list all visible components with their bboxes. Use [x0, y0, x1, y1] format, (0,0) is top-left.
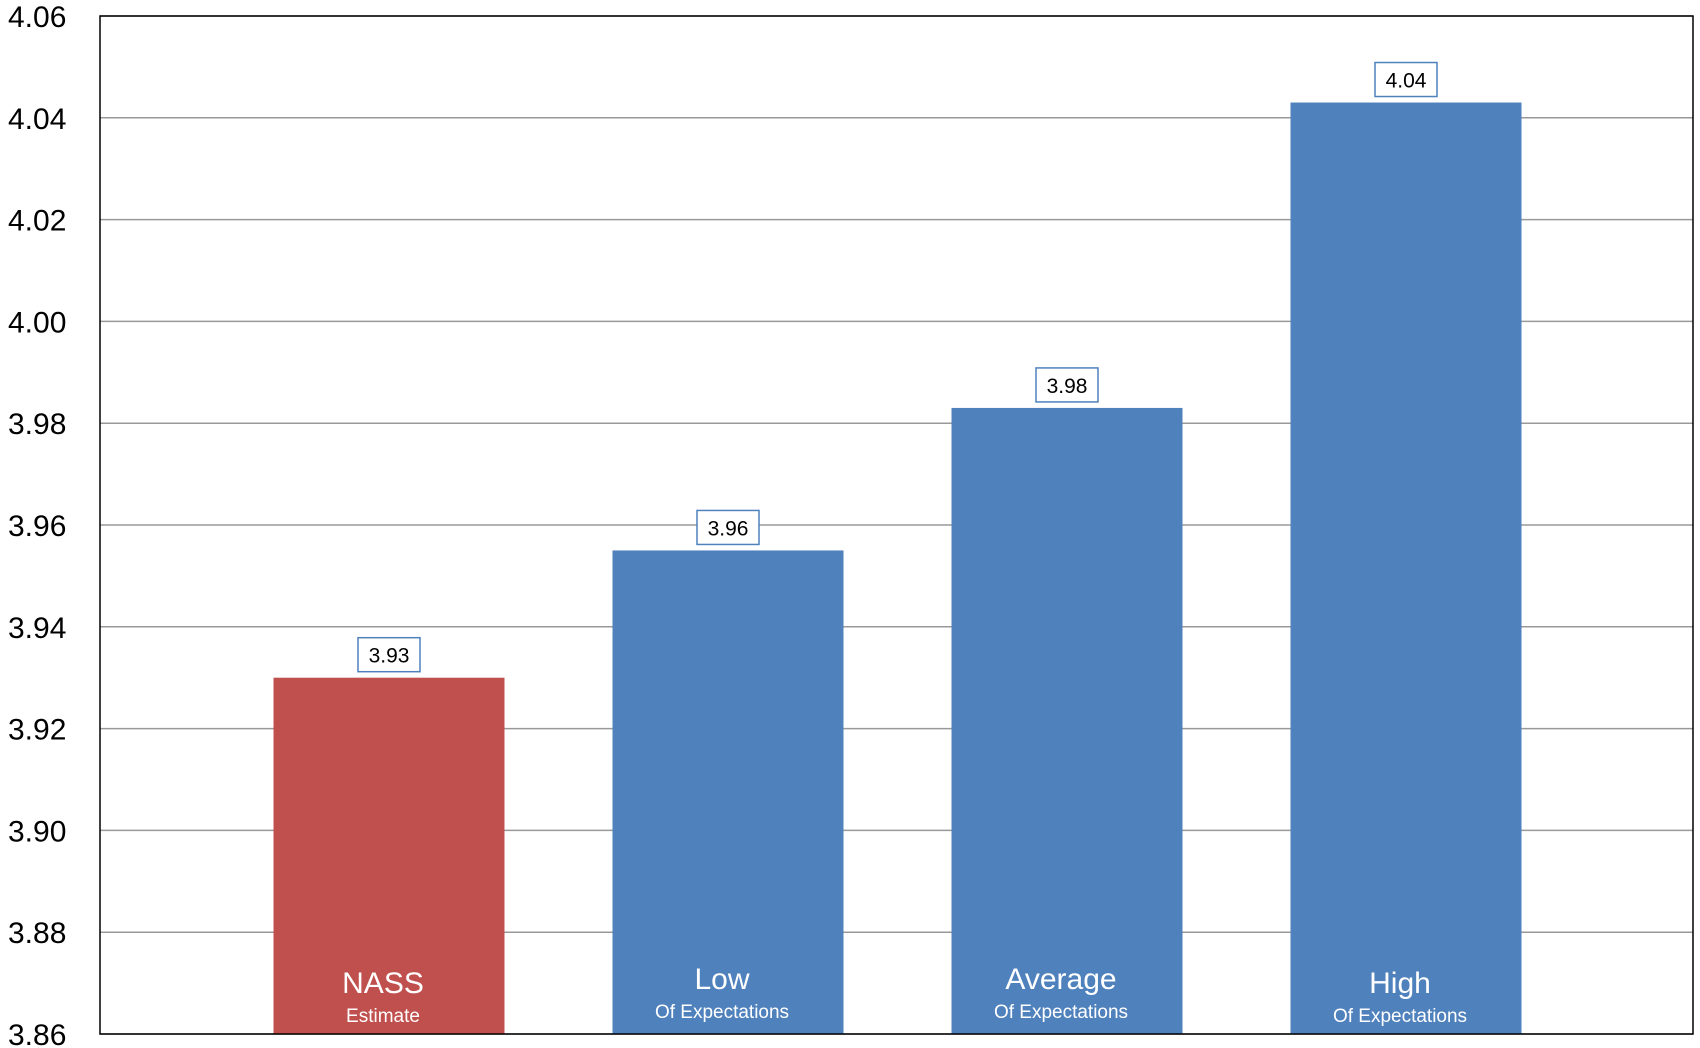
data-label-box	[1374, 61, 1438, 98]
data-label: 3.93	[369, 645, 410, 668]
y-tick-label: 4.06	[8, 1, 66, 34]
y-tick-label: 4.02	[8, 205, 66, 238]
category-label: NASS	[342, 967, 424, 1000]
bar	[951, 407, 1183, 1034]
y-tick-label: 3.96	[8, 510, 66, 543]
y-tick-label: 4.00	[8, 306, 66, 339]
category-label: Average	[1005, 963, 1116, 996]
category-sublabel: Estimate	[346, 1006, 420, 1027]
bar	[1290, 102, 1522, 1034]
bar	[612, 550, 844, 1034]
data-label-box	[696, 509, 760, 546]
plot-area-frame	[99, 15, 1694, 1035]
data-label: 3.96	[708, 517, 749, 540]
category-label: Low	[694, 963, 749, 996]
data-label: 3.98	[1047, 375, 1088, 398]
category-sublabel: Of Expectations	[1333, 1006, 1467, 1027]
y-tick-label: 3.88	[8, 917, 66, 950]
category-labels: NASS Estimate Low Of Expectations Average Of …	[342, 963, 1467, 1027]
category-label: High	[1369, 967, 1431, 1000]
data-labels: 3.93 3.96 3.98 4.04	[357, 61, 1438, 673]
y-tick-label: 3.92	[8, 714, 66, 747]
category-sublabel: Of Expectations	[994, 1002, 1128, 1023]
y-tick-label: 3.90	[8, 815, 66, 848]
bars	[273, 102, 1522, 1034]
category-sublabel: Of Expectations	[655, 1002, 789, 1023]
y-tick-label: 3.94	[8, 612, 66, 645]
bar	[273, 677, 505, 1034]
y-axis-tick-labels: 3.86 3.88 3.90 3.92 3.94 3.96 3.98 4.00 4.02 4.04…	[8, 1, 66, 1048]
y-tick-label: 4.04	[8, 103, 66, 136]
data-label-box	[1035, 367, 1099, 403]
data-label: 4.04	[1386, 70, 1427, 93]
y-tick-label: 3.98	[8, 408, 66, 441]
y-tick-label: 3.86	[8, 1019, 66, 1048]
data-label-box	[357, 636, 421, 673]
